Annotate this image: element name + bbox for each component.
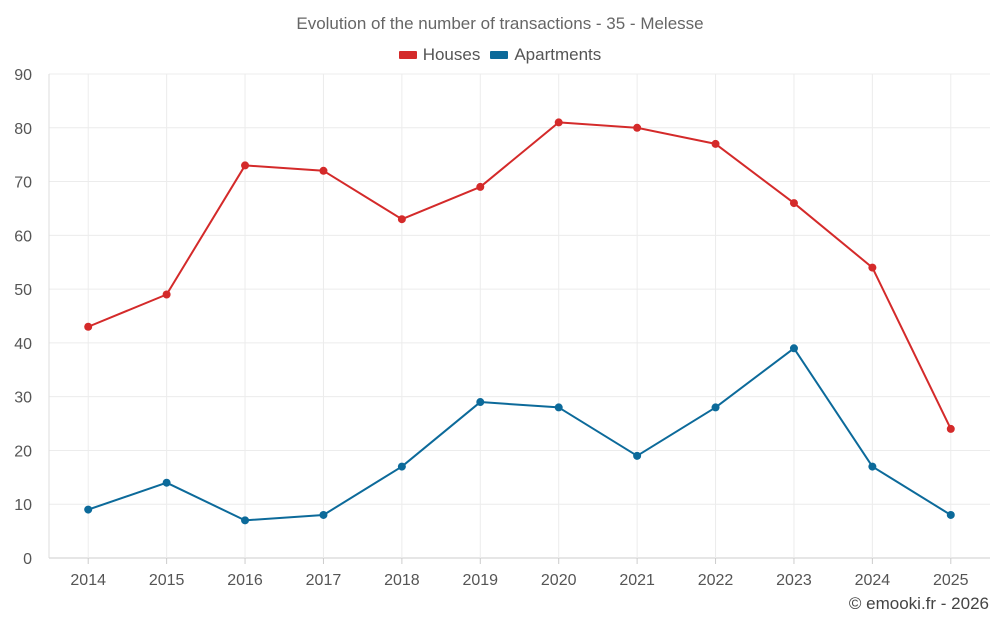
y-tick-label: 10 xyxy=(14,497,32,514)
data-point-houses[interactable] xyxy=(554,118,563,127)
x-tick-label: 2019 xyxy=(462,572,498,589)
legend-swatch-houses xyxy=(398,51,417,59)
data-point-apartments[interactable] xyxy=(946,510,955,519)
legend-item-houses[interactable]: Houses xyxy=(398,45,481,65)
data-point-houses[interactable] xyxy=(789,199,798,208)
data-point-houses[interactable] xyxy=(633,123,642,132)
x-tick-label: 2024 xyxy=(855,572,891,589)
data-point-houses[interactable] xyxy=(476,182,485,191)
legend-label-apartments: Apartments xyxy=(514,45,602,64)
series xyxy=(84,118,955,525)
x-tick-label: 2017 xyxy=(306,572,342,589)
data-point-apartments[interactable] xyxy=(789,344,798,353)
y-tick-label: 60 xyxy=(14,228,32,245)
y-tick-label: 70 xyxy=(14,175,32,192)
legend-item-apartments[interactable]: Apartments xyxy=(490,45,601,65)
axes: 0 10 20 30 40 50 60 70 80 90 2014 2015 2016 2017 2018 2… xyxy=(14,67,968,589)
x-tick-label: 2015 xyxy=(149,572,185,589)
x-tick-label: 2018 xyxy=(384,572,420,589)
legend-swatch-apartments xyxy=(490,51,509,59)
x-tick-label: 2016 xyxy=(227,572,263,589)
data-point-apartments[interactable] xyxy=(633,451,642,460)
data-point-apartments[interactable] xyxy=(319,510,328,519)
x-tick-label: 2014 xyxy=(70,572,106,589)
data-point-houses[interactable] xyxy=(868,263,877,272)
credit-text: © emooki.fr - 2026 xyxy=(848,594,989,613)
data-point-apartments[interactable] xyxy=(397,462,406,471)
y-tick-label: 30 xyxy=(14,390,32,407)
x-tick-label: 2021 xyxy=(619,572,655,589)
x-tick-label: 2025 xyxy=(933,572,969,589)
y-tick-label: 0 xyxy=(23,551,32,568)
data-point-apartments[interactable] xyxy=(241,516,250,525)
data-point-houses[interactable] xyxy=(241,161,250,170)
y-tick-label: 90 xyxy=(14,67,32,84)
grid xyxy=(49,73,990,559)
data-point-apartments[interactable] xyxy=(554,403,563,412)
data-point-houses[interactable] xyxy=(711,139,720,148)
x-tick-label: 2022 xyxy=(698,572,734,589)
chart-title: Evolution of the number of transactions … xyxy=(296,14,704,33)
data-point-apartments[interactable] xyxy=(711,403,720,412)
legend: Houses Apartments xyxy=(0,45,1000,65)
data-point-apartments[interactable] xyxy=(162,478,171,487)
data-point-apartments[interactable] xyxy=(476,398,485,407)
series-line-apartments xyxy=(87,347,952,522)
data-point-houses[interactable] xyxy=(319,166,328,175)
data-point-apartments[interactable] xyxy=(84,505,93,514)
x-tick-label: 2020 xyxy=(541,572,577,589)
legend-label-houses: Houses xyxy=(422,45,481,64)
y-tick-label: 20 xyxy=(14,443,32,460)
data-point-houses[interactable] xyxy=(397,215,406,224)
series-line-houses xyxy=(87,121,952,430)
data-point-apartments[interactable] xyxy=(868,462,877,471)
x-tick-label: 2023 xyxy=(776,572,812,589)
y-tick-label: 40 xyxy=(14,336,32,353)
data-point-houses[interactable] xyxy=(84,322,93,331)
y-tick-label: 80 xyxy=(14,121,32,138)
data-point-houses[interactable] xyxy=(162,290,171,299)
y-tick-label: 50 xyxy=(14,282,32,299)
data-point-houses[interactable] xyxy=(946,424,955,433)
